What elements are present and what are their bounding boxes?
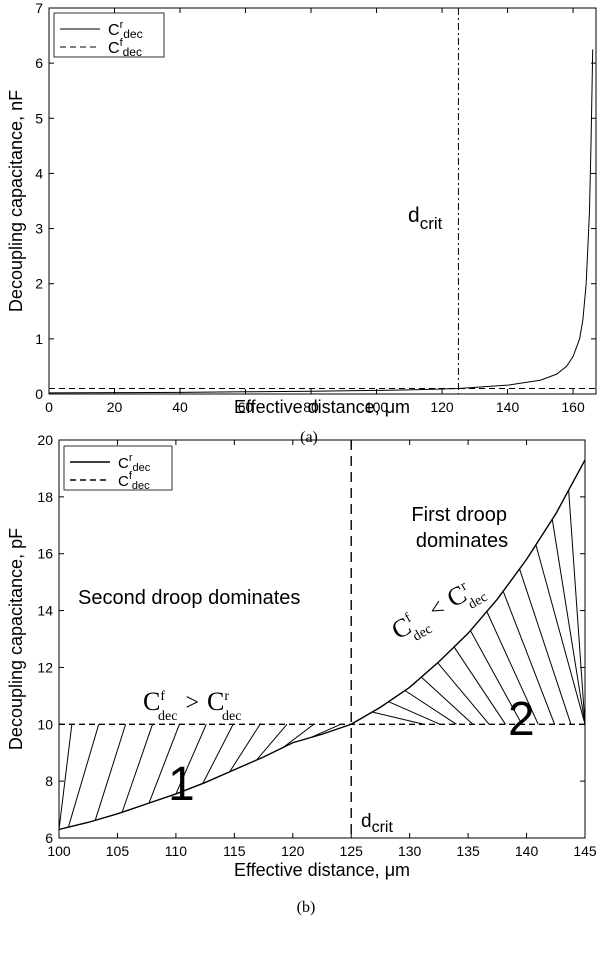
panel-b-x-tick-label: 105: [106, 843, 130, 859]
panel-b-x-tick-label: 115: [223, 843, 246, 859]
panel-a-series-r-line: [49, 49, 594, 394]
panel-b-inequality-greater: Cf dec> Cr dec: [143, 687, 241, 724]
panel-b-x-tick-label: 110: [165, 843, 188, 859]
panel-b-series-r-line: [59, 459, 585, 831]
panel-b-first-droop-line-1: First droop: [411, 504, 507, 526]
panel-b-y-tick-label: 10: [37, 716, 53, 732]
panel-b-hatch-line-region-2: [372, 711, 424, 725]
panel-a-y-tick-label: 1: [35, 331, 43, 347]
panel-a-x-tick-label: 100: [365, 399, 389, 415]
panel-b-hatch-line-region-2: [437, 662, 490, 725]
panel-b-y-tick-label: 12: [37, 659, 53, 675]
panel-b-hatch-line-region-1: [67, 724, 100, 828]
panel-a-y-tick-label: 2: [35, 276, 43, 292]
panel-b-hatch-line-region-2: [502, 591, 556, 725]
panel-a-legend-label-f: Cfdec: [108, 37, 142, 59]
panel-b-hatch-line-region-2: [568, 490, 585, 725]
panel-a-legend: Crdec Cfdec: [53, 12, 165, 59]
panel-b-hatch-line-region-1: [229, 724, 261, 773]
panel-b-x-tick-label: 145: [573, 843, 597, 859]
panel-b-dcrit-label: dcrit: [361, 811, 393, 836]
panel-a-y-tick-label: 7: [35, 0, 43, 16]
panel-b-legend-label-f: Cfdec: [118, 470, 150, 492]
panel-b-hatch-line-region-1: [121, 724, 153, 813]
panel-a-x-tick-label: 120: [430, 399, 454, 415]
panel-b-x-tick-label: 130: [398, 843, 422, 859]
panel-a: 0 20 40 60 80 100 120 140 160 0 1 2 3 4 5 6 7 Crdec Cfde…: [6, 0, 597, 446]
panel-b-hatch-line-region-1: [175, 724, 207, 795]
panel-a-x-axis-label: Effective distance, μm: [234, 397, 410, 417]
panel-a-y-tick-label: 4: [35, 165, 43, 181]
panel-a-y-tick-label: 6: [35, 55, 43, 71]
panel-b-legend: Crdec Cfdec: [63, 445, 173, 492]
panel-b-hatch-line-region-1: [202, 724, 234, 784]
panel-b-hatch-line-region-1: [94, 724, 127, 821]
panel-b-y-tick-label: 16: [37, 546, 53, 562]
panel-a-x-tick-label: 40: [172, 399, 188, 415]
panel-b-x-tick-label: 140: [515, 843, 539, 859]
panel-a-y-tick-label: 3: [35, 221, 43, 237]
panel-b-hatch-line-region-2: [470, 630, 523, 725]
panel-a-axes-frame: [48, 7, 597, 395]
panel-b-first-droop-label: First droop dominates: [411, 504, 512, 552]
panel-a-legend-box: [53, 12, 165, 58]
panel-b-hatch-line-region-1: [310, 723, 341, 739]
panel-a-x-tick-label: 80: [303, 399, 319, 415]
panel-b-y-tick-label: 14: [37, 603, 53, 619]
panel-b-first-droop-line-2: dominates: [416, 530, 508, 552]
panel-b-axes-frame: [58, 439, 586, 839]
panel-b-hatch-line-region-1: [59, 724, 73, 830]
panel-b-hatch-line-region-2: [519, 568, 572, 725]
panel-b-x-axis-label: Effective distance, μm: [234, 860, 410, 880]
panel-a-dcrit-label: dcrit: [408, 204, 443, 233]
panel-b-hatch-line-region-2: [486, 611, 539, 725]
panel-b-hatch-line-region-2: [453, 646, 506, 725]
panel-b-hatch-line-region-1: [148, 724, 180, 804]
panel-b-second-droop-label: Second droop dominates: [78, 587, 300, 609]
panel-b-hatch-line-region-2: [421, 676, 474, 725]
panel-b-region-1-label: 1: [168, 758, 195, 811]
panel-b-y-tick-label: 20: [37, 432, 53, 448]
panel-b-hatch-line-region-2: [535, 544, 585, 725]
panel-b-inequality-less: Cfdec<Crdec: [387, 571, 491, 652]
panel-b-y-tick-label: 8: [45, 773, 53, 789]
panel-a-y-tick-label: 5: [35, 110, 43, 126]
panel-b-legend-label-r: Crdec: [118, 452, 151, 474]
panel-b-x-tick-label: 100: [47, 843, 71, 859]
panel-b-y-tick-label: 6: [45, 830, 53, 846]
panel-b: 100 105 110 115 120 125 130 135 140 1456810121416…: [6, 432, 597, 916]
panel-b-x-tick-label: 125: [340, 843, 364, 859]
panel-a-caption: (a): [300, 429, 318, 446]
panel-a-x-tick-label: 160: [561, 399, 585, 415]
panel-b-y-tick-label: 18: [37, 489, 53, 505]
panel-b-hatch-line-region-1: [256, 723, 288, 761]
panel-b-hatch-line-region-2: [551, 519, 585, 725]
panel-b-legend-box: [63, 445, 173, 491]
panel-b-y-axis-label: Decoupling capacitance, pF: [6, 528, 26, 750]
panel-a-y-axis-label: Decoupling capacitance, nF: [6, 90, 26, 312]
panel-a-x-tick-label: 140: [496, 399, 520, 415]
panel-a-x-tick-label: 60: [238, 399, 254, 415]
panel-a-y-tick-label: 0: [35, 386, 43, 402]
panel-b-x-tick-label: 120: [281, 843, 305, 859]
panel-a-x-tick-label: 20: [107, 399, 123, 415]
panel-b-caption: (b): [297, 899, 316, 916]
panel-a-legend-label-r: Crdec: [108, 19, 143, 41]
panel-b-hatching: [59, 459, 585, 830]
panel-b-region-2-label: 2: [508, 693, 535, 746]
panel-b-hatch-line-region-2: [404, 690, 457, 725]
panel-b-hatch-line-region-2: [388, 701, 441, 725]
panel-b-x-tick-label: 135: [456, 843, 480, 859]
panel-b-hatch-line-region-1: [283, 723, 315, 748]
panel-a-x-tick-label: 0: [45, 399, 53, 415]
